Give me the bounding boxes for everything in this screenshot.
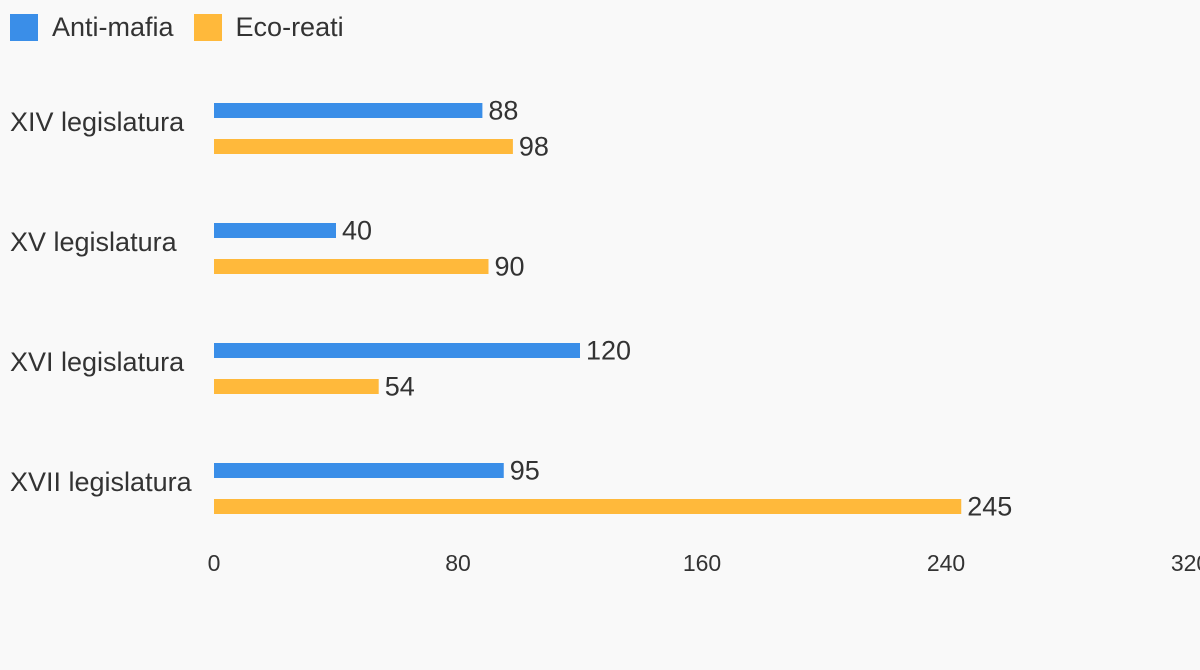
data-label: 40: [342, 216, 372, 246]
legend-swatch-anti-mafia: [10, 13, 38, 41]
data-label: 98: [519, 132, 549, 162]
legend-label-eco-reati: Eco-reati: [235, 12, 344, 42]
legend-item-anti-mafia[interactable]: Anti-mafia: [10, 10, 174, 44]
data-label: 54: [385, 372, 415, 402]
legend-label-anti-mafia: Anti-mafia: [52, 12, 174, 42]
data-label: 245: [967, 492, 1012, 522]
legend-swatch-eco-reati: [193, 13, 222, 41]
category-label: XVI legislatura: [10, 347, 185, 377]
x-tick-label: 80: [445, 550, 471, 576]
bar-anti-mafia: [214, 343, 580, 358]
x-tick-label: 0: [208, 550, 221, 576]
category-label: XIV legislatura: [10, 107, 185, 137]
x-tick-label: 160: [683, 550, 721, 576]
data-label: 95: [510, 456, 540, 486]
bar-anti-mafia: [214, 463, 504, 478]
data-label: 120: [586, 336, 631, 366]
bar-anti-mafia: [214, 103, 483, 118]
data-label: 88: [488, 96, 518, 126]
chart-legend: Anti-mafia Eco-reati: [10, 10, 364, 44]
category-label: XV legislatura: [10, 227, 178, 257]
data-label: 90: [495, 252, 525, 282]
bar-eco-reati: [214, 499, 962, 514]
bar-eco-reati: [214, 139, 513, 154]
legend-item-eco-reati[interactable]: Eco-reati: [193, 10, 344, 44]
bar-anti-mafia: [214, 223, 336, 238]
bar-eco-reati: [214, 379, 379, 394]
x-tick-label: 320: [1171, 550, 1200, 576]
x-tick-label: 240: [927, 550, 965, 576]
bar-eco-reati: [214, 259, 489, 274]
category-label: XVII legislatura: [10, 467, 193, 497]
